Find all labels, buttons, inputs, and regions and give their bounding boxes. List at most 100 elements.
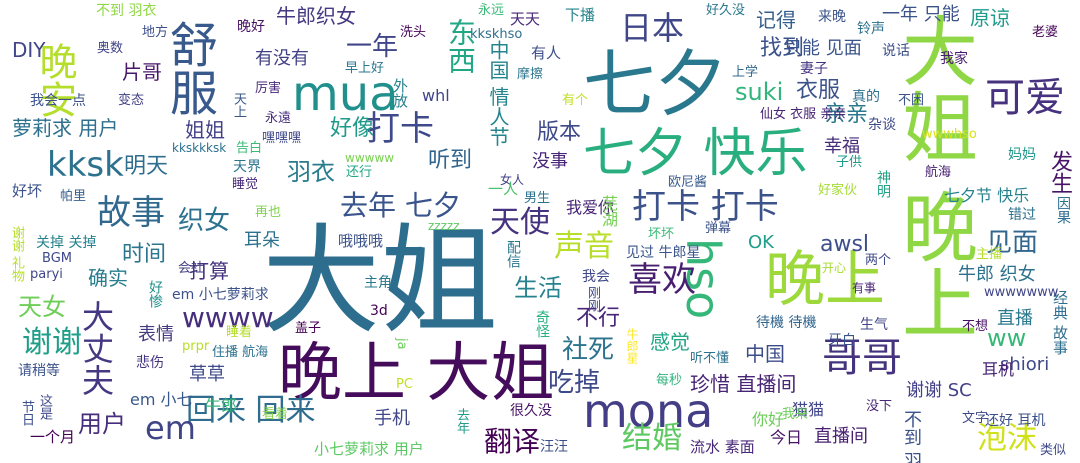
word-laopo: 老婆 [1032, 25, 1059, 40]
word-piange: 片哥 [122, 60, 162, 84]
word-hso: hso [676, 238, 730, 320]
word-beishang: 悲伤 [136, 355, 164, 371]
word-buxiang: 不想 [962, 319, 989, 334]
word-zatan: 杂谈 [868, 117, 896, 133]
word-prpr: prpr [182, 339, 210, 354]
word-paryi: paryi [30, 267, 63, 282]
word-tingbudong: 听不懂 [690, 351, 730, 366]
word-ganjue: 感觉 [650, 330, 690, 354]
word-qixi: 七夕 [583, 42, 728, 126]
word-qixijie-kuaile: 七夕节 快乐 [944, 186, 1030, 205]
word-lihai: 厉害 [255, 81, 282, 96]
word-budao-yuyi: 不到 羽衣 [96, 3, 157, 19]
word-ok: OK [748, 232, 774, 253]
word-tiannv: 天女 [18, 293, 66, 321]
word-meishi: 没事 [532, 151, 568, 172]
word-zhibo: 直播 [997, 308, 1033, 329]
word-shengyin: 声音 [554, 229, 614, 264]
word-zhongguo: 中国 [745, 342, 785, 366]
word-ja: ja [394, 338, 409, 350]
word-laiwan: 来晚 [818, 9, 846, 25]
word-mama: 妈妈 [1008, 147, 1036, 163]
word-wanan: 晚安 [33, 42, 77, 118]
word-luoliqiu-yonghu: 萝莉求 用户 [12, 116, 119, 140]
word-jianguo-niulangxing: 见过 牛郎星 [626, 245, 701, 261]
word-wanshang: 晚上 [765, 245, 885, 315]
word-zzzzz: zzzzz [428, 219, 460, 233]
word-zhongguo-qingrenjie: 中国 情人节 [486, 40, 510, 147]
word-biaoqing: 表情 [138, 324, 174, 345]
word-yonghu: 用户 [78, 410, 126, 438]
word-fasheng: 发生 [1047, 150, 1072, 194]
word-xiexie-sc: 谢谢 SC [906, 380, 972, 401]
word-mona: mona [583, 384, 714, 438]
word-niulang: 牛郎 [205, 396, 238, 415]
word-kkskhso: kkskhso [470, 27, 523, 42]
word-jinri: 今日 [770, 428, 803, 447]
word-wwwhso: wwwhso [922, 127, 977, 142]
word-yongyuan-2: 永遠 [265, 111, 292, 126]
word-keai: 可爱 [985, 75, 1065, 121]
word-haojiahuo: 好家伙 [818, 183, 858, 198]
word-yifu: 衣服 [796, 78, 841, 103]
word-dajie-wanshang: 大姐 晚上 [889, 12, 978, 341]
word-wangwang: 汪汪 [540, 439, 568, 455]
word-peixin: 配信 [505, 240, 521, 268]
word-qunian: 去年 [454, 408, 469, 434]
word-niulang-zhinv: 牛郎织女 [276, 4, 356, 28]
word-bgm: BGM [42, 251, 72, 266]
word-shijian: 时间 [122, 242, 167, 267]
word-ohohoh: 哦哦哦 [338, 232, 384, 250]
word-liushui-sumian: 流水 素面 [690, 438, 755, 456]
word-xiaoqiluoliqiu-yonghu: 小七萝莉求 用户 [314, 440, 424, 458]
word-yinian: 一年 [346, 32, 399, 62]
word-dongxi: 东西 [444, 18, 477, 74]
word-youge: 有个 [562, 93, 589, 108]
word-xiannv-yifu-qinqin: 仙女 衣服 亲亲 [760, 107, 847, 122]
word-shouji: 手机 [374, 408, 410, 429]
word-bukun: 不困 [898, 93, 925, 108]
word-pali: 帕里 [60, 189, 87, 204]
word-buxing: 不行 [576, 306, 621, 331]
word-tingdao: 听到 [428, 148, 473, 173]
word-xiexie: 谢谢 [22, 325, 82, 360]
word-zhubo-hanghai: 住播 航海 [212, 345, 269, 360]
word-kkskkksk: kkskkksk [172, 141, 227, 155]
word-wwww: wwww [182, 301, 274, 334]
word-wolai: 我来 [782, 407, 809, 422]
word-qingshaodeng: 请稍等 [18, 363, 60, 379]
word-zhujiao: 主角 [364, 275, 392, 291]
word-haocan: 好惨 [147, 280, 163, 308]
word-nihao: 你好 [752, 410, 785, 429]
word-biantai: 变态 [118, 93, 145, 108]
word-hanghai: 航海 [925, 165, 952, 180]
word-kaixin: 开心 [822, 261, 847, 275]
word-caocao: 草草 [189, 364, 225, 385]
word-haihao-erji: 还好 耳机 [985, 413, 1046, 429]
word-lingsheng: 铃声 [857, 21, 885, 37]
word-maomao: 猫猫 [792, 400, 825, 419]
word-daiji-daiji: 待機 待機 [756, 315, 817, 331]
word-dazhangfu: 大丈夫 [77, 300, 115, 396]
word-zhubo: 主播 [976, 247, 1003, 262]
word-jide: 记得 [756, 8, 796, 32]
word-guandiao-guandiao: 关掉 关掉 [36, 235, 97, 251]
word-meixia: 没下 [866, 399, 893, 414]
word-whl: whl [422, 86, 450, 105]
word-liangge: 两个 [865, 253, 892, 268]
word-ganggang: 刚刚 [585, 286, 600, 312]
word-waifang: 外放 [391, 78, 409, 108]
word-wohui-yidian: 我会一点 [30, 93, 86, 109]
word-difang: 地方 [142, 25, 169, 40]
word-gushi: 故事 [97, 193, 165, 233]
word-woaini: 我爱你 [566, 198, 615, 217]
word-suki: suki [735, 78, 784, 106]
word-zigong: 子供 [836, 155, 863, 170]
word-em-xiaoqiluoliqiu: em 小七萝莉求 [172, 287, 269, 303]
word-xitou: 洗头 [400, 25, 427, 40]
word-shuijiao: 睡觉 [232, 177, 259, 192]
word-aoshu: 奥数 [97, 41, 124, 56]
word-huilai-huilai: 回来 回来 [186, 393, 316, 428]
word-leisi: 类似 [1040, 443, 1067, 458]
